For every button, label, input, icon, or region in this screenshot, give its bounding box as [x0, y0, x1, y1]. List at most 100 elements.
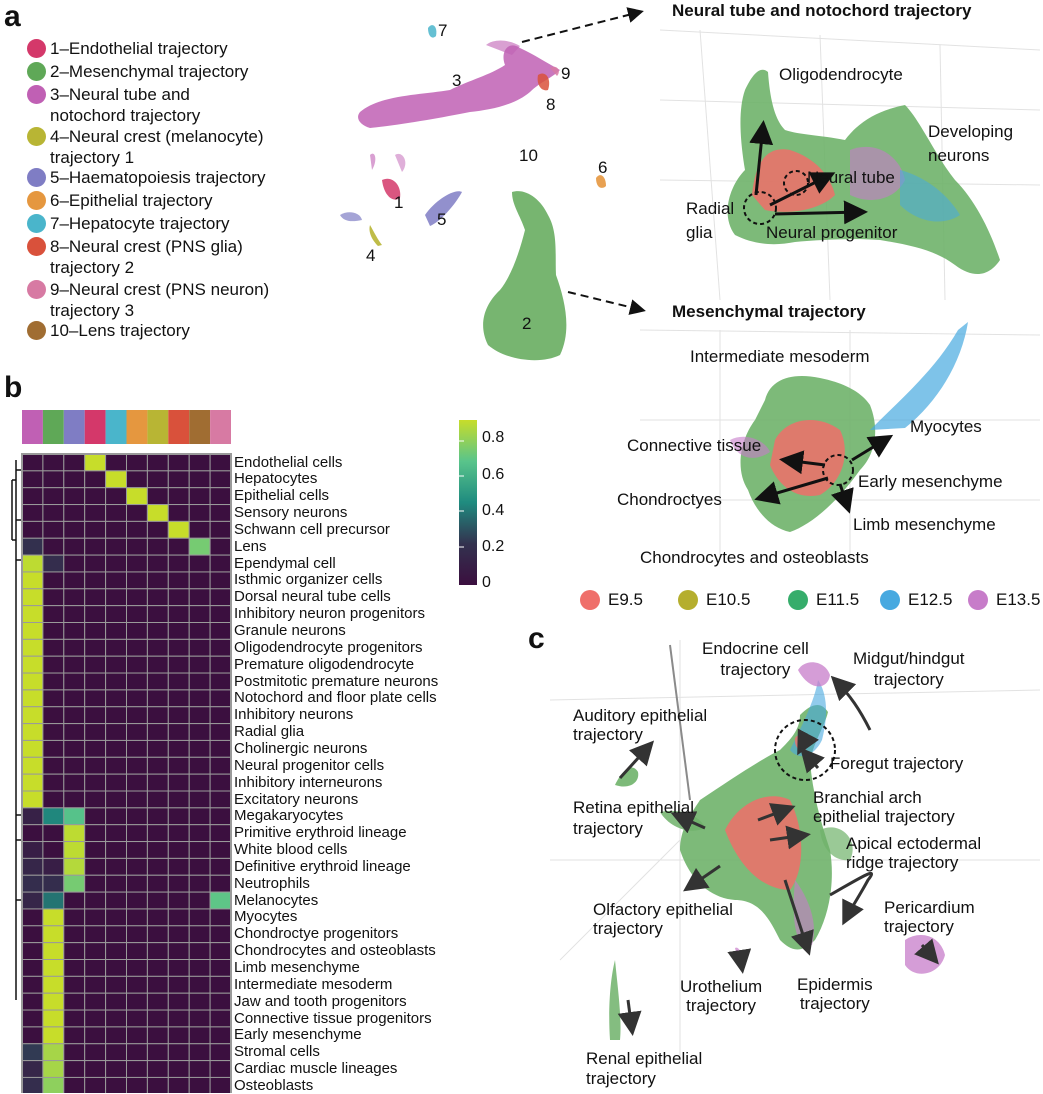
- heatmap-row-label: Limb mesenchyme: [234, 959, 360, 976]
- legend-label: 10–Lens trajectory: [50, 321, 190, 340]
- heatmap-cell: [84, 588, 107, 607]
- heatmap-cell: [126, 1076, 148, 1093]
- heatmap-cell: [126, 908, 148, 927]
- heatmap-row-label: Radial glia: [234, 723, 305, 741]
- stage-swatch: [788, 590, 808, 610]
- heatmap-cell: [63, 622, 86, 640]
- heatmap-cell: [167, 723, 190, 741]
- heatmap-cell: [126, 739, 148, 758]
- heatmap-cell: [209, 571, 232, 590]
- heatmap-cell: [209, 1060, 232, 1078]
- heatmap-cell: [167, 942, 190, 961]
- heatmap-row-label: Premature oligodendrocyte: [234, 655, 415, 673]
- heatmap-cell: [126, 1009, 148, 1028]
- heatmap-cell: [167, 487, 190, 506]
- heatmap-cell: [21, 739, 44, 758]
- heatmap-cell: [188, 655, 211, 674]
- heatmap-cell: [167, 773, 190, 792]
- column-color-strip: [63, 410, 85, 444]
- heatmap-cell: [84, 520, 107, 539]
- heatmap-cell: [126, 706, 148, 725]
- heatmap-cell: [188, 807, 211, 826]
- heatmap-cell: [42, 925, 65, 944]
- heatmap-cell: [126, 605, 148, 624]
- column-color-strip: [168, 410, 190, 444]
- heatmap-cell: [63, 891, 86, 910]
- heatmap-row-label: Connective tissue progenitors: [234, 1009, 432, 1027]
- heatmap-row-label: Oligodendrocyte progenitors: [234, 638, 423, 656]
- heatmap-cell: [105, 975, 127, 994]
- heatmap-cell: [126, 1060, 148, 1078]
- heatmap-cell: [21, 453, 44, 472]
- heatmap-cell: [188, 857, 211, 876]
- heatmap-cell: [167, 807, 190, 826]
- heatmap-cell: [84, 655, 107, 674]
- heatmap-cell: [21, 891, 44, 910]
- heatmap-cell: [84, 773, 107, 792]
- label-retina-epithelial: Retina epithelial trajectory: [573, 798, 694, 838]
- legend-label: 8–Neural crest (PNS glia) trajectory 2: [50, 237, 243, 277]
- heatmap-cell: [21, 554, 44, 573]
- heatmap-cell: [146, 874, 169, 893]
- heatmap-cell: [209, 1026, 232, 1045]
- heatmap-cell: [167, 470, 190, 489]
- heatmap-cell: [63, 975, 86, 994]
- umap-label-6: 6: [598, 158, 608, 177]
- heatmap-cell: [126, 773, 148, 792]
- heatmap-cell: [188, 975, 211, 994]
- heatmap-row-label: Excitatory neurons: [234, 790, 359, 808]
- stage-legend-item: E11.5: [788, 590, 859, 610]
- heatmap-row-label: Early mesenchyme: [234, 1026, 362, 1044]
- label-chondrocytes-osteoblasts: Chondrocytes and osteoblasts: [640, 548, 869, 567]
- heatmap-cell: [209, 891, 232, 910]
- heatmap-cell: [126, 857, 148, 876]
- legend-label: 9–Neural crest (PNS neuron) trajectory 3: [50, 280, 270, 320]
- legend-swatch: [27, 321, 46, 340]
- heatmap-cell: [42, 975, 65, 994]
- heatmap-cell: [209, 807, 232, 826]
- heatmap-cell: [188, 841, 211, 859]
- heatmap-cell: [84, 537, 107, 556]
- heatmap-cell: [63, 992, 86, 1011]
- colorbar-tick: 0.8: [482, 429, 505, 446]
- stage-label: E13.5: [996, 590, 1041, 609]
- heatmap-cell: [167, 790, 190, 809]
- label-apical-ectodermal: Apical ectodermal ridge trajectory: [846, 834, 982, 872]
- heatmap-cell: [188, 706, 211, 725]
- heatmap-cell: [63, 807, 86, 826]
- heatmap-cell: [105, 537, 127, 556]
- heatmap-cell: [105, 504, 127, 522]
- heatmap-cell: [105, 571, 127, 590]
- heatmap-cell: [84, 706, 107, 725]
- heatmap-cell: [105, 672, 127, 691]
- heatmap-cell: [209, 1009, 232, 1028]
- heatmap-cell: [105, 942, 127, 961]
- dashed-arrow-neural: [521, 7, 644, 43]
- heatmap-cell: [84, 622, 107, 640]
- heatmap-cell: [105, 756, 127, 775]
- heatmap-cell: [126, 689, 148, 708]
- heatmap-cell: [42, 453, 65, 472]
- umap-label-9: 9: [561, 64, 571, 83]
- legend-item: 2–Mesenchymal trajectory: [27, 61, 248, 82]
- label-branchial-arch: Branchial arch epithelial trajectory: [813, 788, 955, 826]
- heatmap-cell: [146, 824, 169, 843]
- heatmap-cell: [42, 537, 65, 556]
- heatmap-cell: [21, 672, 44, 691]
- heatmap-cell: [105, 891, 127, 910]
- legend-label: 4–Neural crest (melanocyte) trajectory 1: [50, 127, 264, 167]
- heatmap-cell: [105, 723, 127, 741]
- heatmap-cell: [188, 638, 211, 657]
- heatmap-cell: [21, 790, 44, 809]
- legend-swatch: [27, 237, 46, 256]
- heatmap-cell: [209, 605, 232, 624]
- heatmap-cell: [42, 520, 65, 539]
- heatmap-cell: [146, 1076, 169, 1093]
- heatmap-cell: [105, 1060, 127, 1078]
- legend-label: 3–Neural tube and notochord trajectory: [50, 85, 201, 125]
- label-limb-mesenchyme: Limb mesenchyme: [853, 515, 996, 534]
- legend-item: 6–Epithelial trajectory: [27, 190, 213, 211]
- legend-item: 7–Hepatocyte trajectory: [27, 213, 230, 234]
- heatmap-cell: [63, 773, 86, 792]
- heatmap-cell: [84, 487, 107, 506]
